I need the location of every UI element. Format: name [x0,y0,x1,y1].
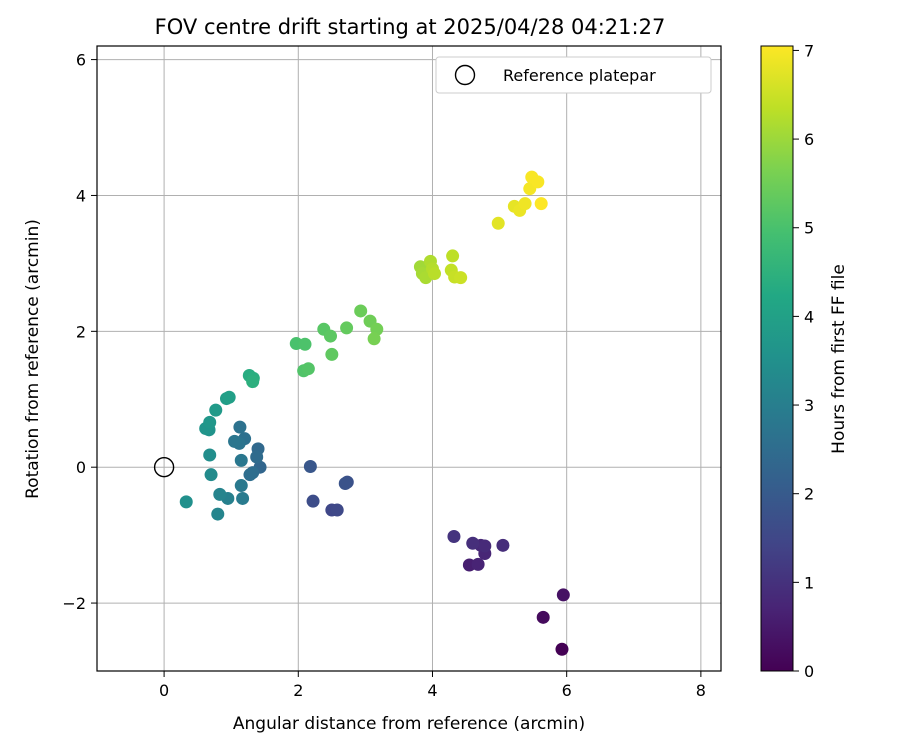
scatter-point [243,468,257,482]
scatter-point [340,321,354,335]
legend: Reference platepar [435,56,712,94]
scatter-point [228,434,242,448]
scatter-point [447,529,461,543]
scatter-point [246,375,260,389]
y-tick-label: 6 [76,51,86,70]
scatter-point [209,403,223,417]
x-tick-label: 2 [293,681,303,700]
scatter-point [303,460,317,474]
y-axis-label: Rotation from reference (arcmin) [23,219,43,499]
colorbar-tick-label: 0 [804,662,814,681]
scatter-point [203,415,217,429]
colorbar: 0 1 2 3 4 5 6 7 Hours from first FF file [760,41,849,681]
colorbar-tick-label: 6 [804,130,814,149]
legend-box [435,56,712,94]
scatter-point [496,538,510,552]
scatter-point [204,468,218,482]
colorbar-ticks: 0 1 2 3 4 5 6 7 [793,41,814,681]
scatter-point [446,249,460,263]
data-points [179,170,570,656]
scatter-point [466,536,480,550]
reference-layer [153,456,175,478]
x-axis-label: Angular distance from reference (arcmin) [233,714,585,734]
scatter-point [531,175,545,189]
scatter-point [250,450,264,464]
legend-marker-reference [454,64,476,86]
x-tick-label: 8 [696,681,706,700]
y-tick-label: 0 [76,458,86,477]
scatter-point [427,267,441,281]
scatter-point [518,197,532,211]
scatter-point [179,495,193,509]
scatter-point [354,304,368,318]
colorbar-tick-label: 4 [804,307,814,326]
scatter-point [236,491,250,505]
colorbar-tick-label: 5 [804,219,814,238]
scatter-point [234,453,248,467]
y-tick-label: −2 [62,594,86,613]
colorbar-tick-label: 3 [804,396,814,415]
scatter-point [233,420,247,434]
scatter-point [471,557,485,571]
scatter-point [330,503,344,517]
scatter-point [491,216,505,230]
scatter-point [325,347,339,361]
scatter-point [555,642,569,656]
scatter-point [556,588,570,602]
scatter-point [323,329,337,343]
scatter-point [454,271,468,285]
colorbar-label: Hours from first FF file [829,264,849,454]
scatter-point [234,479,248,493]
scatter-point [213,487,227,501]
colorbar-tick-label: 2 [804,485,814,504]
y-tick-label: 4 [76,186,86,205]
scatter-point [301,362,315,376]
scatter-point [478,539,492,553]
colorbar-gradient [760,45,794,672]
colorbar-tick-label: 7 [804,41,814,60]
y-tick-label: 2 [76,322,86,341]
scatter-point [203,448,217,462]
reference-platepar-marker [153,456,175,478]
scatter-point [367,332,381,346]
scatter-point [534,197,548,211]
x-tick-label: 4 [427,681,437,700]
x-axis-ticks: 0 2 4 6 8 [159,671,706,700]
scatter-point [222,390,236,404]
chart-title: FOV centre drift starting at 2025/04/28 … [155,15,666,39]
y-axis-ticks: −2 0 2 4 6 [62,51,97,613]
scatter-point [211,507,225,521]
colorbar-tick-label: 1 [804,573,814,592]
scatter-point [298,337,312,351]
scatter-point [306,494,320,508]
scatter-point [338,477,352,490]
scatter-point [536,610,550,624]
x-tick-label: 6 [562,681,572,700]
legend-label-reference: Reference platepar [503,66,656,85]
x-tick-label: 0 [159,681,169,700]
plot-area-frame [96,45,722,672]
